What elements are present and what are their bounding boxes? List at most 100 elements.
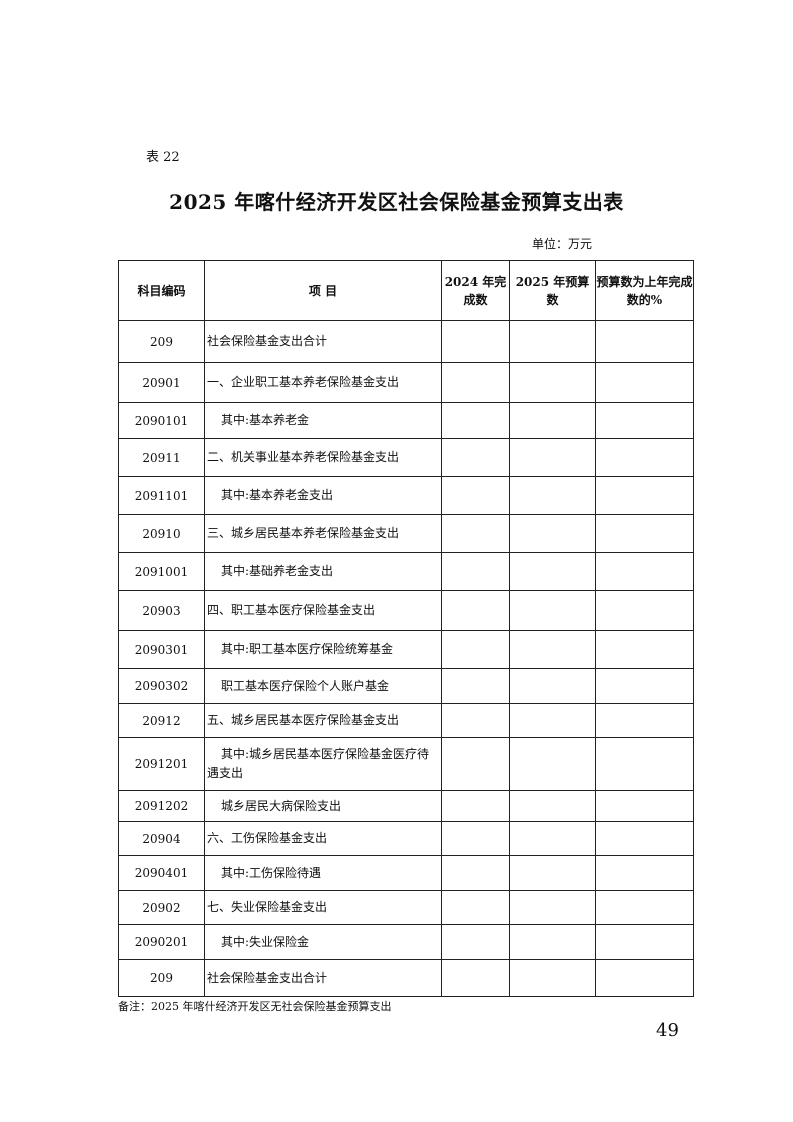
value-2025-cell — [509, 476, 596, 515]
value-2025-cell — [509, 737, 596, 791]
item-cell: 七、失业保险基金支出 — [204, 890, 442, 925]
value-2025-cell — [509, 514, 596, 553]
value-2024-cell — [441, 790, 510, 822]
value-2024-cell — [441, 402, 510, 439]
item-cell: 其中:工伤保险待遇 — [204, 855, 442, 891]
value-2024-cell — [441, 737, 510, 791]
value-2025-cell — [509, 552, 596, 591]
value-2025-cell — [509, 630, 596, 669]
item-cell: 社会保险基金支出合计 — [204, 959, 442, 997]
pct-cell — [595, 320, 694, 363]
value-2025-cell — [509, 924, 596, 960]
value-2025-cell — [509, 590, 596, 631]
value-2024-cell — [441, 552, 510, 591]
item-cell: 职工基本医疗保险个人账户基金 — [204, 668, 442, 704]
unit-label: 单位：万元 — [532, 237, 593, 251]
code-cell: 2090302 — [118, 668, 205, 704]
value-2025-cell — [509, 855, 596, 891]
code-cell: 2091001 — [118, 552, 205, 591]
code-cell: 20904 — [118, 821, 205, 856]
value-2024-cell — [441, 438, 510, 477]
value-2024-cell — [441, 476, 510, 515]
pct-cell — [595, 552, 694, 591]
pct-cell — [595, 514, 694, 553]
pct-cell — [595, 402, 694, 439]
pct-cell — [595, 476, 694, 515]
item-cell: 其中:基本养老金 — [204, 402, 442, 439]
pct-cell — [595, 668, 694, 704]
item-cell: 其中:职工基本医疗保险统筹基金 — [204, 630, 442, 669]
table-row: 2091101 其中:基本养老金支出 — [118, 476, 694, 515]
table-row: 2090401 其中:工伤保险待遇 — [118, 855, 694, 891]
item-cell: 四、职工基本医疗保险基金支出 — [204, 590, 442, 631]
value-2024-cell — [441, 703, 510, 738]
table-row: 2090302 职工基本医疗保险个人账户基金 — [118, 668, 694, 704]
col-header-2024: 2024 年完成数 — [441, 260, 510, 321]
code-cell: 2091201 — [118, 737, 205, 791]
code-cell: 2090101 — [118, 402, 205, 439]
code-cell: 2090401 — [118, 855, 205, 891]
value-2025-cell — [509, 402, 596, 439]
code-cell: 20903 — [118, 590, 205, 631]
table-header-row: 科目编码 项 目 2024 年完成数 2025 年预算数 预算数为上年完成数的% — [118, 260, 694, 321]
value-2024-cell — [441, 630, 510, 669]
pct-cell — [595, 630, 694, 669]
value-2025-cell — [509, 959, 596, 997]
item-cell: 社会保险基金支出合计 — [204, 320, 442, 363]
item-cell: 六、工伤保险基金支出 — [204, 821, 442, 856]
value-2024-cell — [441, 959, 510, 997]
table-row: 2090201 其中:失业保险金 — [118, 924, 694, 960]
code-cell: 20901 — [118, 362, 205, 403]
page-title: 2025 年喀什经济开发区社会保险基金预算支出表 — [169, 190, 624, 214]
code-cell: 2091202 — [118, 790, 205, 822]
pct-cell — [595, 890, 694, 925]
value-2024-cell — [441, 320, 510, 363]
value-2025-cell — [509, 320, 596, 363]
value-2024-cell — [441, 924, 510, 960]
pct-cell — [595, 790, 694, 822]
table-row: 20901 一、企业职工基本养老保险基金支出 — [118, 362, 694, 403]
code-cell: 20902 — [118, 890, 205, 925]
col-header-code: 科目编码 — [118, 260, 205, 321]
table-row: 2091201 其中:城乡居民基本医疗保险基金医疗待遇支出 — [118, 737, 694, 791]
value-2024-cell — [441, 821, 510, 856]
table-row: 2090301 其中:职工基本医疗保险统筹基金 — [118, 630, 694, 669]
value-2024-cell — [441, 890, 510, 925]
table-row: 20912 五、城乡居民基本医疗保险基金支出 — [118, 703, 694, 738]
code-cell: 20912 — [118, 703, 205, 738]
value-2025-cell — [509, 703, 596, 738]
table-row: 209 社会保险基金支出合计 — [118, 320, 694, 363]
value-2024-cell — [441, 362, 510, 403]
col-header-2025: 2025 年预算数 — [509, 260, 596, 321]
pct-cell — [595, 737, 694, 791]
pct-cell — [595, 855, 694, 891]
item-cell: 其中:城乡居民基本医疗保险基金医疗待遇支出 — [204, 737, 442, 791]
item-cell: 一、企业职工基本养老保险基金支出 — [204, 362, 442, 403]
value-2025-cell — [509, 668, 596, 704]
footnote: 备注：2025 年喀什经济开发区无社会保险基金预算支出 — [118, 1000, 392, 1013]
code-cell: 209 — [118, 320, 205, 363]
col-header-pct: 预算数为上年完成数的% — [595, 260, 694, 321]
code-cell: 2090301 — [118, 630, 205, 669]
code-cell: 209 — [118, 959, 205, 997]
value-2025-cell — [509, 790, 596, 822]
value-2025-cell — [509, 890, 596, 925]
item-cell: 其中:失业保险金 — [204, 924, 442, 960]
table-row: 2091001 其中:基础养老金支出 — [118, 552, 694, 591]
pct-cell — [595, 821, 694, 856]
value-2025-cell — [509, 362, 596, 403]
budget-table: 科目编码 项 目 2024 年完成数 2025 年预算数 预算数为上年完成数的%… — [118, 260, 694, 997]
table-row: 20910 三、城乡居民基本养老保险基金支出 — [118, 514, 694, 553]
table-row: 2091202 城乡居民大病保险支出 — [118, 790, 694, 822]
table-row: 20903 四、职工基本医疗保险基金支出 — [118, 590, 694, 631]
item-cell: 其中:基本养老金支出 — [204, 476, 442, 515]
item-cell: 二、机关事业基本养老保险基金支出 — [204, 438, 442, 477]
pct-cell — [595, 590, 694, 631]
value-2024-cell — [441, 590, 510, 631]
item-cell: 五、城乡居民基本医疗保险基金支出 — [204, 703, 442, 738]
table-row: 20904 六、工伤保险基金支出 — [118, 821, 694, 856]
pct-cell — [595, 438, 694, 477]
table-row: 209 社会保险基金支出合计 — [118, 959, 694, 997]
code-cell: 20910 — [118, 514, 205, 553]
code-cell: 2090201 — [118, 924, 205, 960]
